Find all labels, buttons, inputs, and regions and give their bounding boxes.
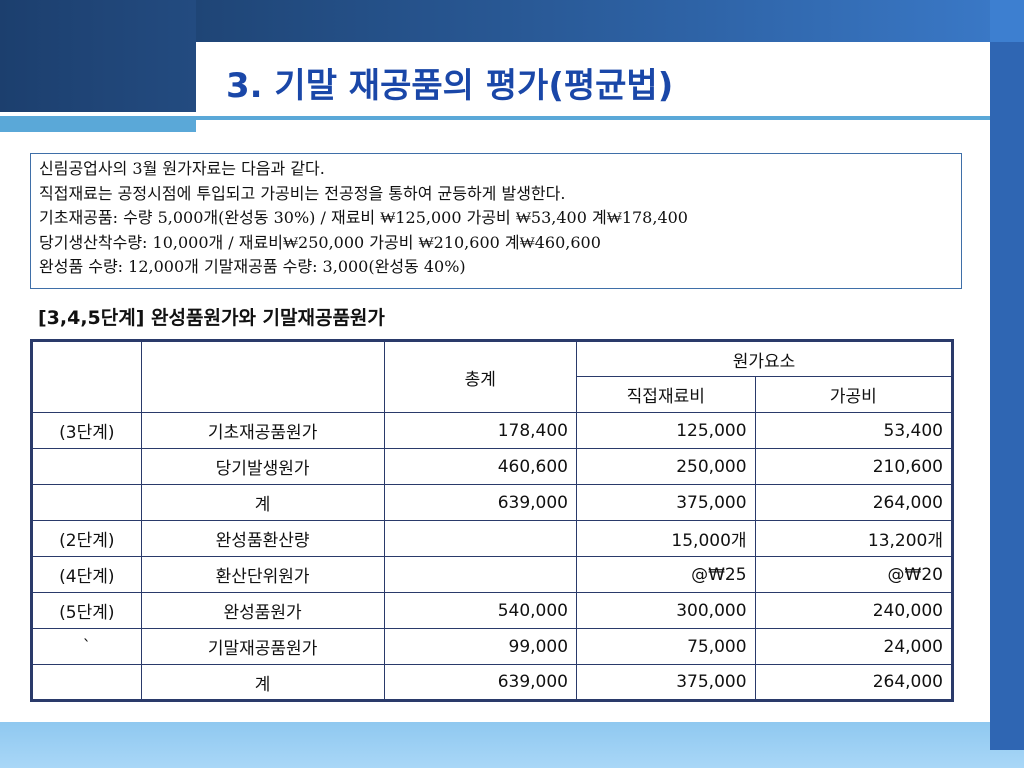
accent-line <box>196 116 990 120</box>
row-label: 환산단위원가 <box>140 556 385 593</box>
table-header-row: 직접재료비 가공비 <box>32 376 954 413</box>
table-row: 계 639,000 375,000 264,000 <box>31 484 954 521</box>
row-total <box>383 556 578 593</box>
right-bar <box>990 42 1024 750</box>
row-total: 460,600 <box>383 448 578 485</box>
header-empty-label <box>140 340 385 413</box>
row-step: ` <box>31 628 142 665</box>
row-conversion: 13,200개 <box>754 520 954 557</box>
table-row: 계 639,000 375,000 264,000 <box>31 664 954 701</box>
row-label: 완성품환산량 <box>140 520 385 557</box>
row-conversion: 264,000 <box>754 484 954 521</box>
header-material: 직접재료비 <box>576 376 756 413</box>
row-conversion: 264,000 <box>754 664 954 701</box>
accent-stripe <box>0 116 196 132</box>
row-total: 639,000 <box>383 484 578 521</box>
header-conversion: 가공비 <box>754 376 954 413</box>
info-line: 기초재공품: 수량 5,000개(완성동 30%) / 재료비 ₩125,000… <box>39 208 688 227</box>
section-subtitle: [3,4,5단계] 완성품원가와 기말재공품원가 <box>38 307 385 329</box>
row-step: (5단계) <box>31 592 142 629</box>
row-conversion: @₩20 <box>754 556 954 593</box>
header-total: 총계 <box>383 340 578 413</box>
info-line: 신림공업사의 3월 원가자료는 다음과 같다. <box>39 159 325 178</box>
row-step: (2단계) <box>31 520 142 557</box>
row-conversion: 53,400 <box>754 412 954 449</box>
row-material: 375,000 <box>576 484 756 521</box>
info-line: 당기생산착수량: 10,000개 / 재료비₩250,000 가공비 ₩210,… <box>39 232 601 252</box>
row-total: 639,000 <box>383 664 578 701</box>
row-material: @₩25 <box>576 556 756 593</box>
table-header-row: 총계 원가요소 <box>31 340 953 413</box>
table-row: ` 기말재공품원가 99,000 75,000 24,000 <box>31 628 954 665</box>
table-row: (3단계) 기초재공품원가 178,400 125,000 53,400 <box>31 412 954 449</box>
row-material: 125,000 <box>576 412 756 449</box>
row-material: 15,000개 <box>576 520 756 557</box>
row-material: 375,000 <box>576 664 756 701</box>
row-step <box>31 664 142 701</box>
cost-table: 총계 원가요소 직접재료비 가공비 (3단계) 기초재공품원가 178,400 … <box>30 339 954 702</box>
table-row: 당기발생원가 460,600 250,000 210,600 <box>31 448 954 485</box>
row-total: 99,000 <box>383 628 578 665</box>
header-band <box>196 0 1024 42</box>
row-total: 540,000 <box>383 592 578 629</box>
row-label: 기말재공품원가 <box>140 628 385 665</box>
row-material: 300,000 <box>576 592 756 629</box>
header-dark-block <box>0 0 196 112</box>
info-line: 완성품 수량: 12,000개 기말재공품 수량: 3,000(완성동 40%) <box>39 257 466 276</box>
row-label: 계 <box>140 664 385 701</box>
table-row: (4단계) 환산단위원가 @₩25 @₩20 <box>31 556 954 593</box>
row-step <box>31 484 142 521</box>
row-conversion: 210,600 <box>754 448 954 485</box>
footer-corner <box>990 722 1024 750</box>
right-bar-top <box>990 0 1024 42</box>
row-material: 250,000 <box>576 448 756 485</box>
row-step: (3단계) <box>31 412 142 449</box>
row-label: 완성품원가 <box>140 592 385 629</box>
row-conversion: 240,000 <box>754 592 954 629</box>
row-label: 계 <box>140 484 385 521</box>
row-label: 당기발생원가 <box>140 448 385 485</box>
row-step: (4단계) <box>31 556 142 593</box>
row-step <box>31 448 142 485</box>
header-cost-elements: 원가요소 <box>576 340 953 377</box>
row-conversion: 24,000 <box>754 628 954 665</box>
slide-title: 3. 기말 재공품의 평가(평균법) <box>226 66 674 106</box>
footer-band <box>0 722 1024 768</box>
row-label: 기초재공품원가 <box>140 412 385 449</box>
row-total: 178,400 <box>383 412 578 449</box>
row-total <box>383 520 578 557</box>
row-material: 75,000 <box>576 628 756 665</box>
problem-info-box: 신림공업사의 3월 원가자료는 다음과 같다. 직접재료는 공정시점에 투입되고… <box>30 153 962 289</box>
info-line: 직접재료는 공정시점에 투입되고 가공비는 전공정을 통하여 균등하게 발생한다… <box>39 183 566 203</box>
table-row: (5단계) 완성품원가 540,000 300,000 240,000 <box>31 592 954 629</box>
header-empty-step <box>31 340 142 413</box>
table-row: (2단계) 완성품환산량 15,000개 13,200개 <box>31 520 954 557</box>
